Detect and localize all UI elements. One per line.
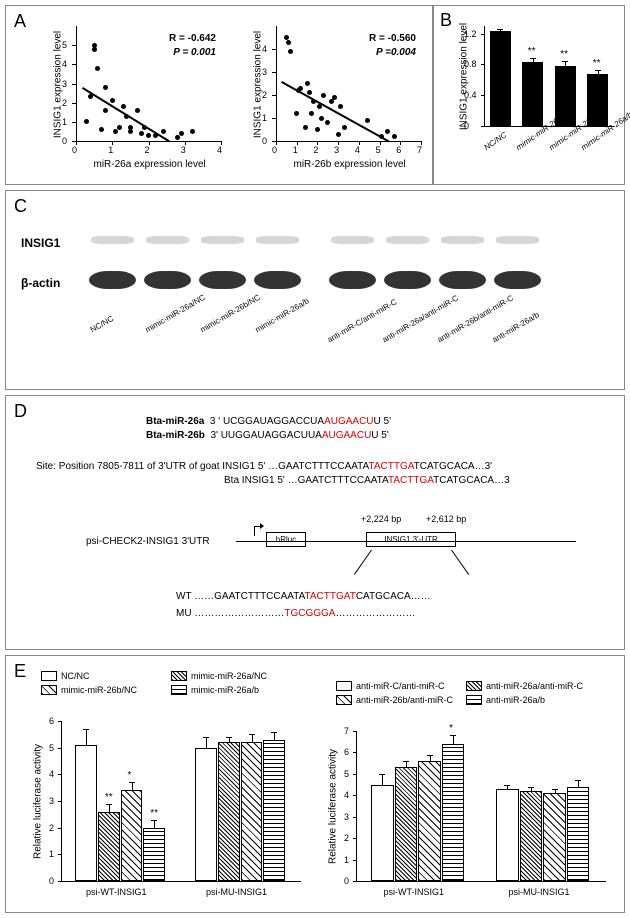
- scatter-mir26b: 0123456701234R = -0.560P =0.004miR-26b e…: [246, 21, 426, 171]
- panel-b: B 00.40.81.2NC/NC**mimic-miR-26a**mimic-…: [433, 5, 625, 185]
- panel-e-label: E: [14, 661, 26, 682]
- barchart-insig1: 00.40.81.2NC/NC**mimic-miR-26a**mimic-mi…: [459, 21, 619, 176]
- panel-c: C INSIG1 β-actin NC/NCmimic-miR-26a/NCmi…: [5, 190, 625, 390]
- panel-a-label: A: [14, 11, 26, 32]
- panel-e: E NC/NCmimic-miR-26a/NCmimic-miR-26b/NCm…: [5, 655, 625, 913]
- panel-a: A 01234012345R = -0.642P = 0.001miR-26a …: [5, 5, 433, 185]
- wb-target-label: INSIG1: [21, 236, 60, 250]
- sequence-area: Bta-miR-26a 3 ' UCGGAUAGGACCUAAUGAACUU 5…: [6, 396, 626, 651]
- panel-b-label: B: [440, 10, 452, 31]
- panel-c-label: C: [14, 196, 27, 217]
- panel-d: D Bta-miR-26a 3 ' UCGGAUAGGACCUAAUGAACUU…: [5, 395, 625, 650]
- western-blot-area: NC/NCmimic-miR-26a/NCmimic-miR-26b/NCmim…: [86, 221, 616, 381]
- luciferase-chart-right: anti-miR-C/anti-miR-Canti-miR-26a/anti-m…: [326, 666, 616, 906]
- scatter-mir26a: 01234012345R = -0.642P = 0.001miR-26a ex…: [46, 21, 226, 171]
- wb-control-label: β-actin: [21, 276, 60, 290]
- luciferase-chart-left: NC/NCmimic-miR-26a/NCmimic-miR-26b/NCmim…: [31, 666, 311, 906]
